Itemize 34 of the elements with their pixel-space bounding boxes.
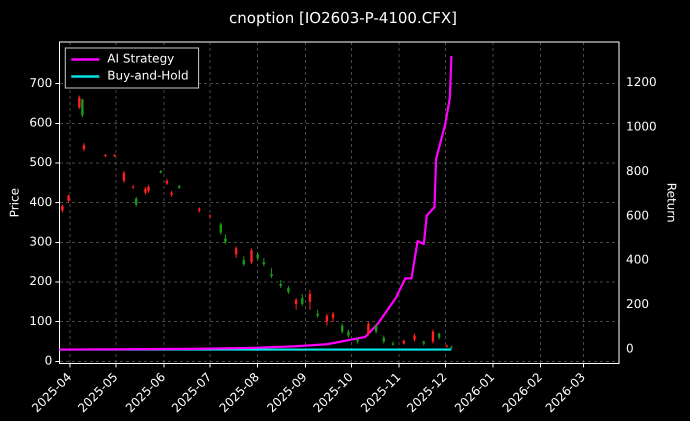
candlestick xyxy=(301,293,304,306)
candlestick xyxy=(81,98,84,118)
y-tick-label: 400 xyxy=(29,194,52,209)
candlestick xyxy=(242,256,246,267)
y-tick-label: 300 xyxy=(29,234,52,248)
y2-tick-label: 800 xyxy=(626,164,649,178)
candlestick xyxy=(374,323,378,334)
legend-label: AI Strategy xyxy=(107,52,174,66)
y-tick-label: 0 xyxy=(44,354,52,368)
y-tick-label: 500 xyxy=(29,155,52,170)
y2-tick-label: 1200 xyxy=(626,74,657,89)
y-tick-label: 700 xyxy=(29,76,52,90)
candlestick xyxy=(78,95,80,110)
candlestick xyxy=(224,234,227,245)
y-axis-title: Price xyxy=(7,188,22,218)
y2-tick-label: 200 xyxy=(626,297,649,312)
candlestick xyxy=(234,246,238,259)
candlestick xyxy=(294,297,298,310)
candlestick xyxy=(341,323,344,334)
y2-tick-label: 400 xyxy=(626,252,649,267)
y2-tick-label: 0 xyxy=(626,342,634,356)
legend-label: Buy-and-Hold xyxy=(107,68,189,83)
chart-title: cnoption [IO2603-P-4100.CFX] xyxy=(229,8,457,27)
candlestick xyxy=(122,170,126,184)
candlestick xyxy=(326,313,328,326)
y2-tick-label: 1000 xyxy=(626,119,657,134)
candlestick xyxy=(220,222,222,235)
candlestick xyxy=(134,196,138,208)
y2-axis-title: Return xyxy=(664,182,679,223)
y-tick-label: 200 xyxy=(29,274,52,288)
y-tick-label: 600 xyxy=(29,115,52,130)
candlestick xyxy=(367,321,370,336)
y2-tick-label: 600 xyxy=(626,208,649,222)
y-tick-label: 100 xyxy=(29,314,52,328)
